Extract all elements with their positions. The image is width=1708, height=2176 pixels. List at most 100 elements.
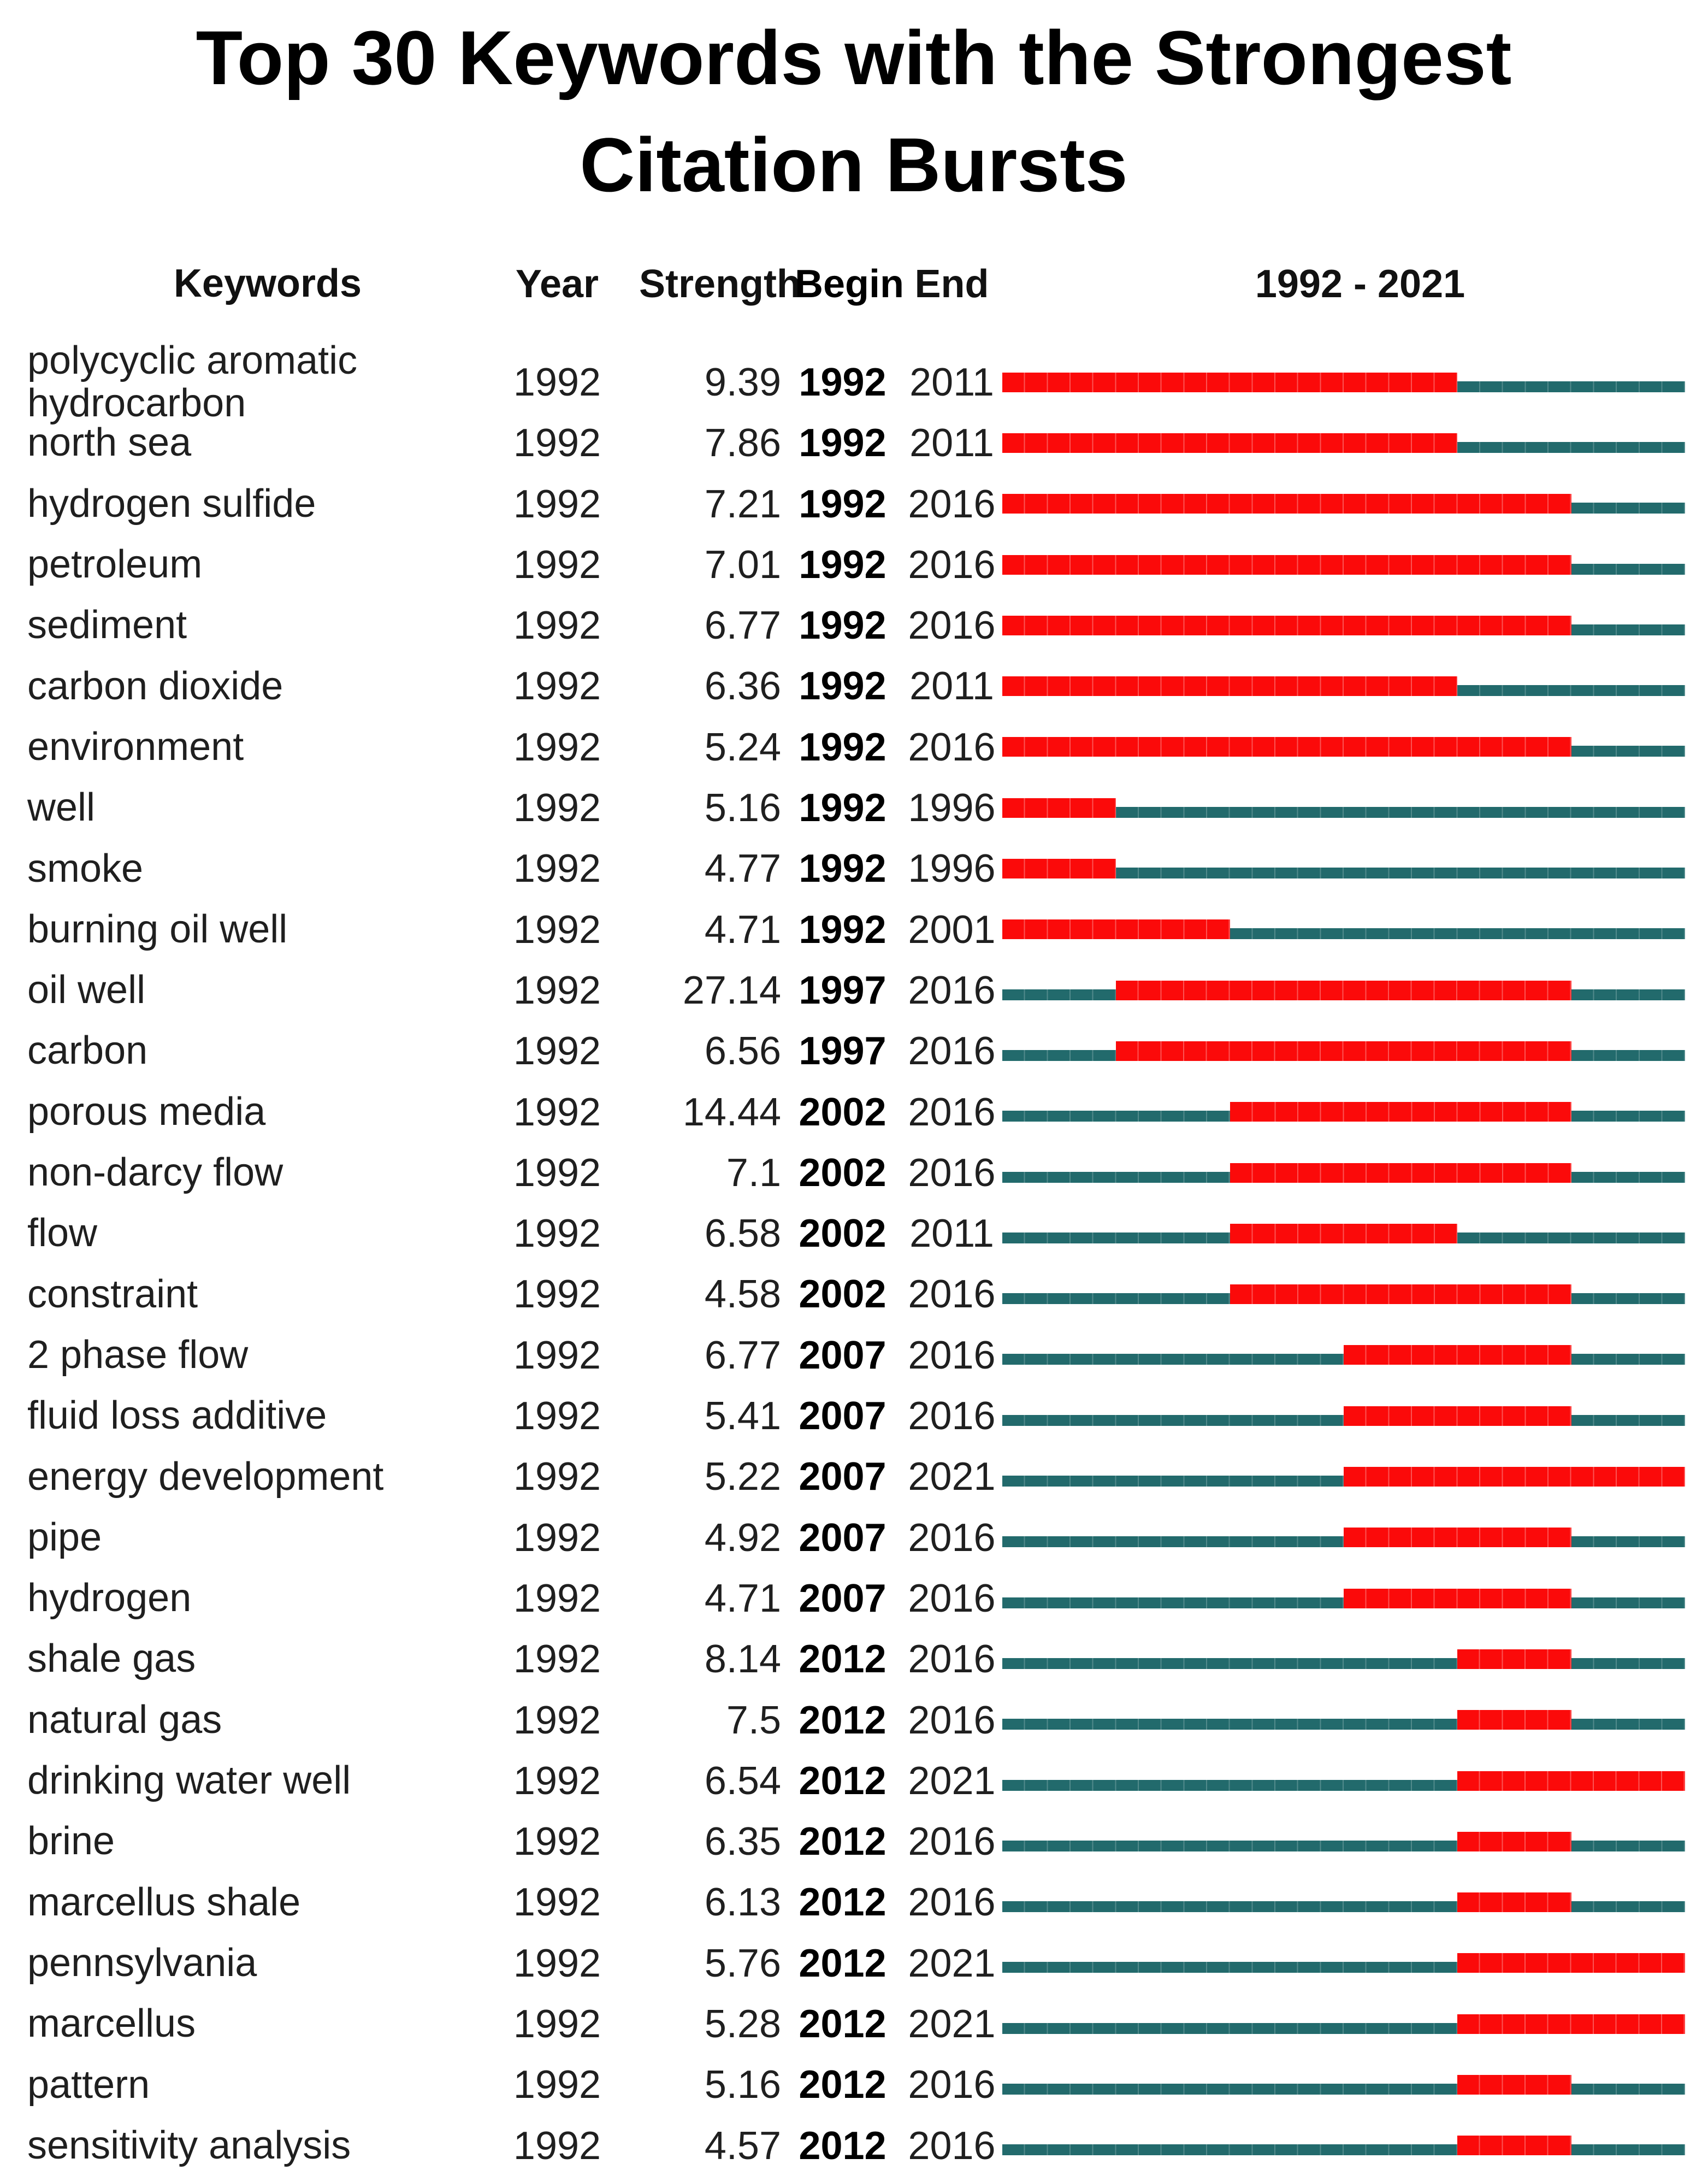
table-row: pattern 1992 5.16 2012 2016 — [0, 2055, 1708, 2115]
strength-cell: 4.71 — [704, 1576, 781, 1620]
strength-cell: 4.77 — [704, 847, 781, 891]
burst-segment — [1230, 1163, 1571, 1183]
table-row: marcellus shale 1992 6.13 2012 2016 — [0, 1872, 1708, 1933]
burst-timeline — [1002, 2115, 1685, 2176]
burst-segment — [1230, 1102, 1571, 1122]
timeline-track — [1002, 1901, 1685, 1913]
end-cell: 2021 — [908, 1941, 996, 1985]
year-cell: 1992 — [513, 1394, 601, 1438]
end-cell: 2021 — [908, 2002, 996, 2047]
year-cell: 1992 — [513, 2063, 601, 2107]
year-cell: 1992 — [513, 725, 601, 769]
burst-segment — [1002, 433, 1458, 453]
table-row: hydrogen 1992 4.71 2007 2016 — [0, 1568, 1708, 1629]
begin-cell: 1992 — [799, 360, 886, 404]
table-row: pennsylvania 1992 5.76 2012 2021 — [0, 1933, 1708, 1994]
col-header-keywords: Keywords — [173, 262, 362, 306]
year-cell: 1992 — [513, 1272, 601, 1317]
table-row: porous media 1992 14.44 2002 2016 — [0, 1082, 1708, 1142]
table-row: fluid loss additive 1992 5.41 2007 2016 — [0, 1385, 1708, 1446]
strength-cell: 4.57 — [704, 2124, 781, 2168]
burst-timeline — [1002, 1629, 1685, 1690]
end-cell: 2016 — [908, 1637, 996, 1682]
begin-cell: 2012 — [799, 1698, 886, 1742]
strength-cell: 6.77 — [704, 604, 781, 648]
burst-timeline — [1002, 1142, 1685, 1203]
burst-segment — [1230, 1223, 1458, 1243]
table-row: carbon 1992 6.56 1997 2016 — [0, 1021, 1708, 1082]
keyword-cell: porous media — [27, 1089, 266, 1134]
burst-timeline — [1002, 1021, 1685, 1082]
year-cell: 1992 — [513, 1455, 601, 1499]
keyword-cell: carbon dioxide — [27, 664, 283, 708]
burst-segment — [1457, 1892, 1571, 1913]
begin-cell: 2012 — [799, 1759, 886, 1803]
strength-cell: 6.35 — [704, 1820, 781, 1864]
burst-segment — [1002, 494, 1571, 514]
end-cell: 2011 — [909, 360, 994, 404]
burst-segment — [1002, 372, 1458, 392]
year-cell: 1992 — [513, 1880, 601, 1925]
keyword-cell: pipe — [27, 1515, 102, 1559]
begin-cell: 2012 — [799, 2124, 886, 2168]
end-cell: 2016 — [908, 1394, 996, 1438]
strength-cell: 5.76 — [704, 1941, 781, 1985]
burst-timeline — [1002, 1447, 1685, 1507]
year-cell: 1992 — [513, 1941, 601, 1985]
keyword-cell: energy development — [27, 1454, 384, 1499]
burst-segment — [1116, 1041, 1571, 1061]
table-row: burning oil well 1992 4.71 1992 2001 — [0, 899, 1708, 960]
begin-cell: 2002 — [799, 1151, 886, 1195]
table-row: petroleum 1992 7.01 1992 2016 — [0, 534, 1708, 595]
keyword-cell: brine — [27, 1819, 115, 1864]
burst-timeline — [1002, 777, 1685, 838]
table-row: shale gas 1992 8.14 2012 2016 — [0, 1629, 1708, 1690]
year-cell: 1992 — [513, 2002, 601, 2047]
year-cell: 1992 — [513, 542, 601, 587]
strength-cell: 4.58 — [704, 1272, 781, 1317]
burst-timeline — [1002, 595, 1685, 656]
year-cell: 1992 — [513, 1333, 601, 1377]
year-cell: 1992 — [513, 482, 601, 526]
burst-segment — [1457, 2136, 1571, 2156]
keyword-cell: natural gas — [27, 1697, 222, 1742]
end-cell: 2011 — [909, 1212, 994, 1256]
end-cell: 2016 — [908, 1576, 996, 1620]
burst-timeline — [1002, 534, 1685, 595]
strength-cell: 6.58 — [704, 1212, 781, 1256]
year-cell: 1992 — [513, 847, 601, 891]
burst-timeline — [1002, 474, 1685, 534]
strength-cell: 7.5 — [726, 1698, 781, 1742]
strength-cell: 5.24 — [704, 725, 781, 769]
strength-cell: 6.36 — [704, 664, 781, 709]
keyword-cell: hydrogen sulfide — [27, 481, 316, 526]
keyword-cell: pennsylvania — [27, 1941, 257, 1985]
year-cell: 1992 — [513, 1151, 601, 1195]
end-cell: 2016 — [908, 2063, 996, 2107]
keyword-cell: carbon — [27, 1029, 148, 1073]
table-row: flow 1992 6.58 2002 2011 — [0, 1204, 1708, 1264]
table-header: Keywords Year Strength Begin End 1992 - … — [0, 249, 1708, 320]
timeline-track — [1002, 868, 1685, 879]
begin-cell: 2012 — [799, 1637, 886, 1682]
col-header-begin: Begin — [795, 262, 905, 306]
timeline-track — [1002, 1719, 1685, 1730]
keyword-cell: burning oil well — [27, 907, 288, 951]
burst-timeline — [1002, 1568, 1685, 1629]
end-cell: 2016 — [908, 1880, 996, 1925]
keyword-cell: north sea — [27, 421, 192, 465]
end-cell: 2016 — [908, 1029, 996, 1074]
year-cell: 1992 — [513, 786, 601, 830]
end-cell: 1996 — [908, 847, 996, 891]
end-cell: 2016 — [908, 1515, 996, 1560]
begin-cell: 1992 — [799, 604, 886, 648]
year-cell: 1992 — [513, 1515, 601, 1560]
burst-segment — [1457, 1831, 1571, 1851]
strength-cell: 14.44 — [682, 1090, 781, 1134]
timeline-track — [1002, 1840, 1685, 1851]
table-row: natural gas 1992 7.5 2012 2016 — [0, 1690, 1708, 1750]
begin-cell: 1992 — [799, 421, 886, 465]
strength-cell: 7.01 — [704, 542, 781, 587]
timeline-track — [1002, 2084, 1685, 2095]
